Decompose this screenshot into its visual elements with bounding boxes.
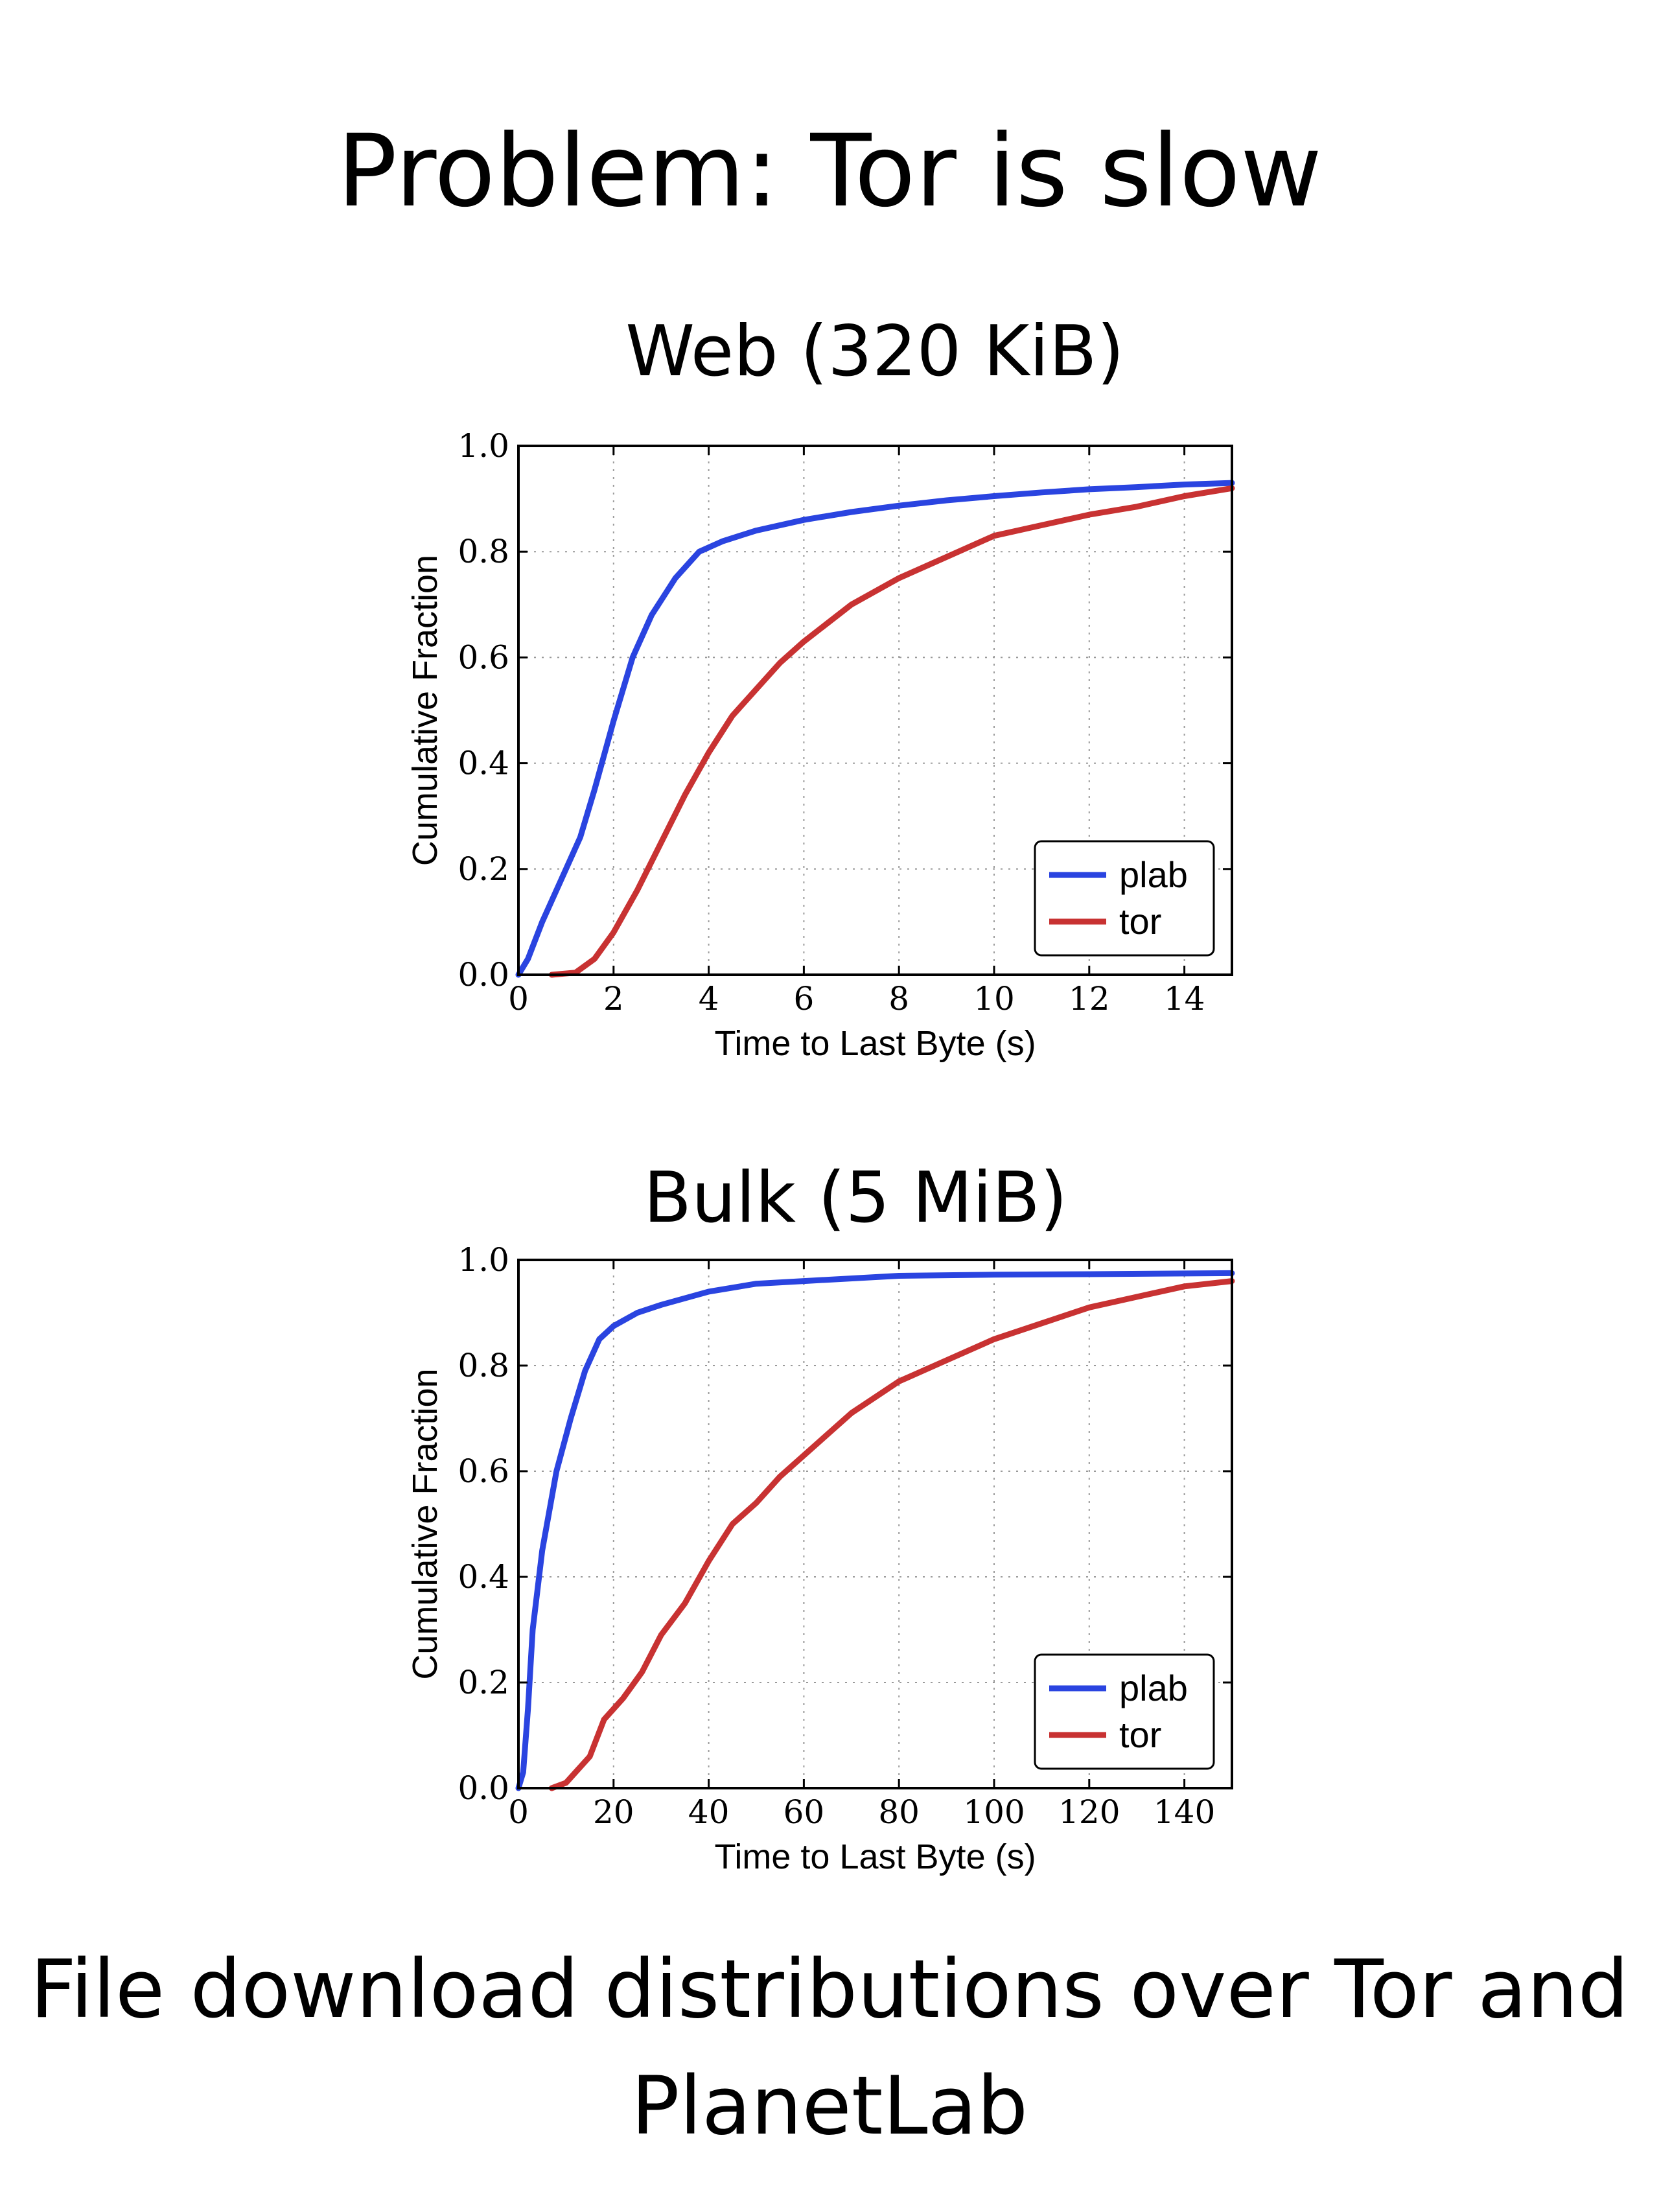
slide-caption: File download distributions over Tor and…	[0, 1931, 1659, 2165]
web-x-tick-label-5: 10	[973, 980, 1015, 1018]
bulk-y-tick-label-4: 0.8	[458, 1347, 509, 1384]
web-x-tick-label-1: 2	[603, 980, 624, 1018]
web-y-tick-label-4: 0.8	[458, 533, 509, 570]
web-x-axis-label: Time to Last Byte (s)	[714, 1024, 1036, 1063]
bulk-x-axis-label: Time to Last Byte (s)	[714, 1837, 1036, 1876]
bulk-y-tick-label-1: 0.2	[458, 1664, 509, 1701]
web-series-tor-line	[548, 485, 1235, 978]
bulk-y-tick-label-5: 1.0	[458, 1241, 509, 1279]
bulk-x-tick-label-0: 0	[508, 1793, 529, 1831]
bulk-y-tick-label-0: 0.0	[458, 1769, 509, 1807]
web-x-tick-label-4: 8	[888, 980, 909, 1018]
bulk-x-tick-label-4: 80	[878, 1793, 920, 1831]
bulk-chart-title: Bulk (5 MiB)	[643, 1158, 1067, 1239]
bulk-legend-label-plab: plab	[1119, 1668, 1188, 1708]
bulk-x-tick-label-1: 20	[593, 1793, 634, 1831]
bulk-x-tick-label-5: 100	[963, 1793, 1025, 1831]
bulk-plot-frame	[517, 1259, 1233, 1789]
web-x-tick-label-0: 0	[508, 980, 529, 1018]
web-legend-box	[1034, 840, 1215, 957]
bulk-y-tick-label-3: 0.6	[458, 1452, 509, 1490]
web-x-tick-label-3: 6	[793, 980, 814, 1018]
bulk-x-tick-label-2: 40	[688, 1793, 730, 1831]
web-y-tick-label-3: 0.6	[458, 638, 509, 676]
caption-line-1: File download distributions over Tor and	[30, 1943, 1629, 2036]
web-y-tick-label-0: 0.0	[458, 956, 509, 994]
web-chart-title: Web (320 KiB)	[625, 311, 1124, 392]
web-x-tick-label-2: 4	[699, 980, 719, 1018]
web-series-plab-line	[515, 480, 1235, 978]
bulk-legend-box	[1034, 1653, 1215, 1770]
bulk-y-tick-label-2: 0.4	[458, 1558, 509, 1596]
bulk-x-tick-label-3: 60	[783, 1793, 825, 1831]
web-y-axis-label: Cumulative Fraction	[406, 555, 445, 866]
bulk-x-tick-label-6: 120	[1058, 1793, 1120, 1831]
web-y-tick-label-2: 0.4	[458, 745, 509, 782]
web-y-tick-label-1: 0.2	[458, 850, 509, 888]
bulk-legend-label-tor: tor	[1119, 1714, 1161, 1755]
slide-title: Problem: Tor is slow	[337, 113, 1322, 229]
web-legend-label-plab: plab	[1119, 854, 1188, 895]
web-plot-frame	[517, 445, 1233, 976]
bulk-y-axis-label: Cumulative Fraction	[406, 1368, 445, 1679]
caption-line-2: PlanetLab	[631, 2060, 1028, 2153]
web-x-tick-label-6: 12	[1069, 980, 1110, 1018]
web-y-tick-label-5: 1.0	[458, 427, 509, 465]
bulk-x-tick-label-7: 140	[1154, 1793, 1215, 1831]
bulk-series-plab-line	[515, 1270, 1235, 1791]
web-legend-label-tor: tor	[1119, 901, 1161, 942]
web-x-tick-label-7: 14	[1164, 980, 1205, 1018]
bulk-series-tor-line	[548, 1278, 1235, 1791]
